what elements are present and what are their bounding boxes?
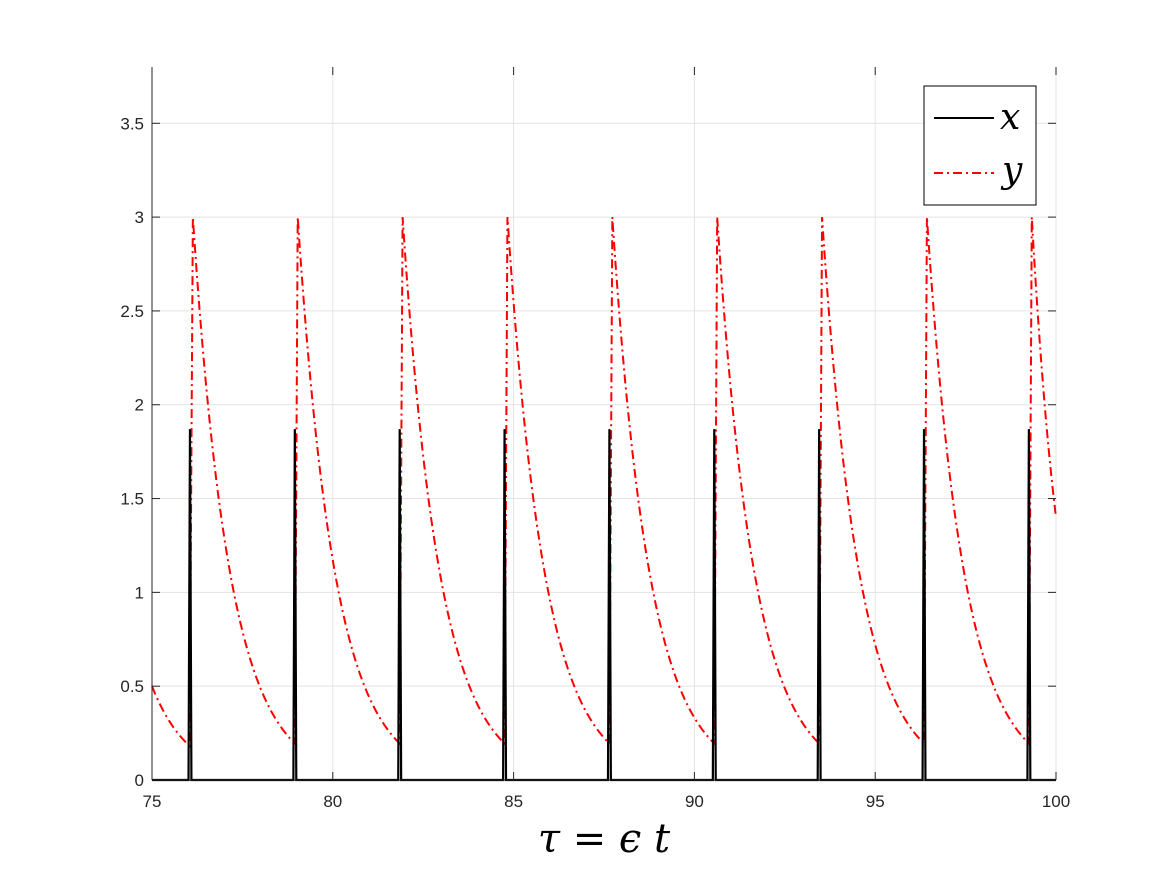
y-tick-label: 2.5: [120, 302, 144, 321]
y-tick-label: 1: [135, 583, 144, 602]
series-x-line: [152, 429, 1056, 782]
legend-label-y: y: [1000, 150, 1023, 191]
legend-box: [923, 85, 1037, 206]
legend: xy: [923, 85, 1037, 206]
x-tick-label: 75: [143, 792, 162, 811]
axes: [151, 67, 1056, 781]
x-tick-label: 95: [866, 792, 885, 811]
legend-label-x: x: [1000, 97, 1020, 138]
y-tick-label: 0.5: [120, 677, 144, 696]
x-tick-label: 85: [504, 792, 523, 811]
series-layer: [151, 217, 1057, 782]
x-tick-label: 100: [1042, 792, 1070, 811]
x-tick-label: 90: [685, 792, 704, 811]
y-tick-label: 3: [135, 208, 144, 227]
y-tick-label: 3.5: [120, 114, 144, 133]
ticks: 75 80 85 90 95 100 0 0.5 1 1.5 2 2.5 3 3.5: [120, 67, 1070, 811]
series-y-line: [151, 217, 1057, 749]
y-tick-label: 1.5: [120, 490, 144, 509]
y-tick-label: 2: [135, 396, 144, 415]
grid: [151, 67, 1057, 781]
y-tick-label: 0: [135, 771, 144, 790]
x-tick-label: 80: [323, 792, 342, 811]
x-axis-label: τ = ϵ t: [538, 816, 671, 862]
